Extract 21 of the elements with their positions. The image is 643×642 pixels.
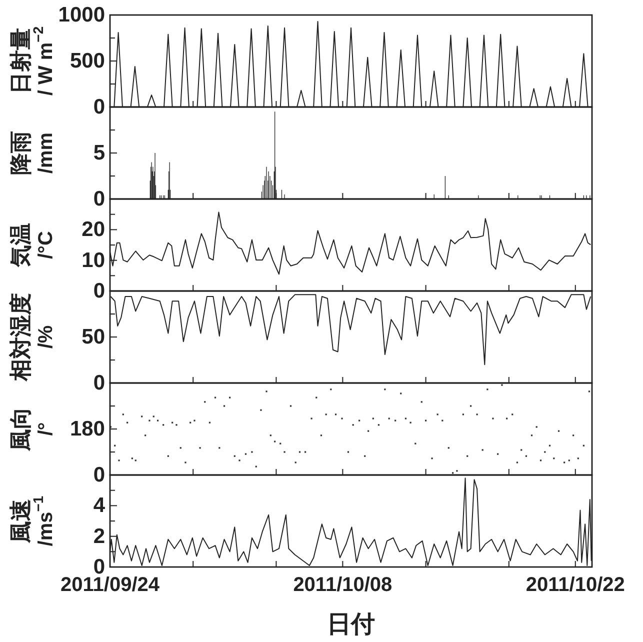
y-tick-label: 0	[93, 464, 105, 486]
y-axis-title: 降雨 /mm	[8, 131, 57, 175]
x-tick-label: 2011/10/08	[293, 574, 392, 596]
y-tick-label: 20	[82, 218, 105, 242]
y-tick-label: 0	[93, 372, 105, 394]
y-axis-title: 風向 /°	[8, 407, 57, 452]
y-axis-title: 気温 /°C	[8, 223, 57, 268]
y-tick-label: 4	[93, 494, 106, 518]
y-tick-label: 2	[93, 524, 105, 548]
x-tick-label: 2011/10/22	[526, 574, 625, 596]
y-axis-title: 相対湿度 /%	[8, 293, 57, 382]
y-tick-label: 0	[93, 96, 105, 118]
y-tick-label: 0	[93, 188, 105, 210]
y-tick-label: 5	[93, 142, 106, 164]
y-tick-label: 10	[82, 248, 105, 272]
y-tick-label: 1000	[58, 4, 105, 26]
y-tick-label: 180	[70, 418, 105, 440]
x-axis-title: 日付	[327, 611, 375, 638]
y-tick-label: 0	[93, 280, 105, 302]
y-tick-label: 500	[70, 50, 105, 72]
y-tick-label: 50	[82, 326, 105, 348]
